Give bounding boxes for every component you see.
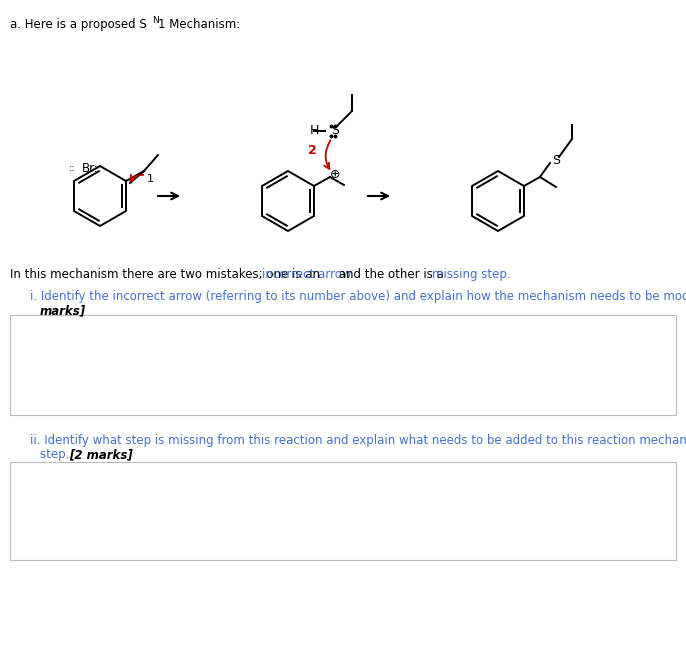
Text: ⊕: ⊕ [330,167,340,180]
Bar [10,462,676,560]
Text: Br:: Br: [82,161,99,174]
Text: [2: [2 [685,290,686,303]
Text: incorrect arrow: incorrect arrow [262,268,352,281]
Text: 1 Mechanism:: 1 Mechanism: [158,18,240,31]
Text: step.: step. [40,448,73,461]
Text: a. Here is a proposed S: a. Here is a proposed S [10,18,147,31]
Text: ::: :: [69,163,75,173]
Text: 2: 2 [307,144,316,157]
Text: and the other is a: and the other is a [335,268,447,281]
Text: In this mechanism there are two mistakes; one is an: In this mechanism there are two mistakes… [10,268,324,281]
Text: ii. Identify what step is missing from this reaction and explain what needs to b: ii. Identify what step is missing from t… [30,434,686,447]
Text: S: S [552,155,560,167]
Bar [10,315,676,415]
Text: 1: 1 [147,174,154,184]
Text: S: S [331,125,339,138]
Text: i. Identify the incorrect arrow (referring to its number above) and explain how : i. Identify the incorrect arrow (referri… [30,290,686,303]
Text: N: N [152,16,158,25]
Text: H: H [310,125,320,138]
Text: [2 marks]: [2 marks] [69,448,133,461]
Text: marks]: marks] [40,304,86,317]
Text: missing step.: missing step. [432,268,510,281]
